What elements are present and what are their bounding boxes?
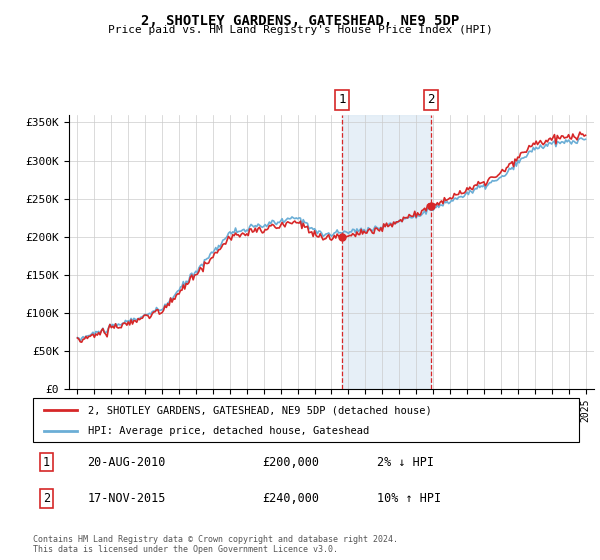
Text: 2, SHOTLEY GARDENS, GATESHEAD, NE9 5DP (detached house): 2, SHOTLEY GARDENS, GATESHEAD, NE9 5DP (… <box>88 405 431 415</box>
Text: HPI: Average price, detached house, Gateshead: HPI: Average price, detached house, Gate… <box>88 426 369 436</box>
Text: Contains HM Land Registry data © Crown copyright and database right 2024.
This d: Contains HM Land Registry data © Crown c… <box>33 535 398 554</box>
Text: 2, SHOTLEY GARDENS, GATESHEAD, NE9 5DP: 2, SHOTLEY GARDENS, GATESHEAD, NE9 5DP <box>141 14 459 28</box>
Text: 20-AUG-2010: 20-AUG-2010 <box>88 455 166 469</box>
Text: 2: 2 <box>43 492 50 505</box>
Text: 17-NOV-2015: 17-NOV-2015 <box>88 492 166 505</box>
Text: 2: 2 <box>427 94 435 106</box>
Text: 1: 1 <box>43 455 50 469</box>
Bar <box>342 115 431 389</box>
Text: 2% ↓ HPI: 2% ↓ HPI <box>377 455 434 469</box>
Text: £200,000: £200,000 <box>262 455 319 469</box>
Text: 1: 1 <box>338 94 346 106</box>
Text: 10% ↑ HPI: 10% ↑ HPI <box>377 492 441 505</box>
Text: £240,000: £240,000 <box>262 492 319 505</box>
Text: Price paid vs. HM Land Registry's House Price Index (HPI): Price paid vs. HM Land Registry's House … <box>107 25 493 35</box>
